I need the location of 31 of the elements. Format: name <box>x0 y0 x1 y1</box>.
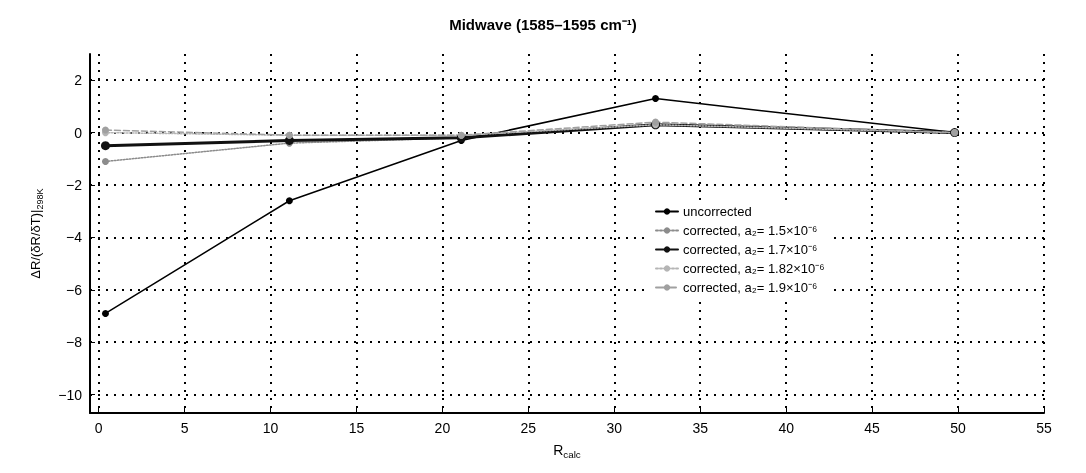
legend-label: corrected, a₂= 1.9×10⁻⁶ <box>683 279 818 295</box>
point <box>101 157 109 165</box>
x-tick-label: 20 <box>434 420 451 436</box>
legend-label: corrected, a₂= 1.82×10⁻⁶ <box>683 260 825 276</box>
y-tick-label: −4 <box>66 229 83 246</box>
y-tick-label: −6 <box>66 281 83 298</box>
x-tick-label: 0 <box>94 420 103 436</box>
y-tick-label: −8 <box>66 334 83 351</box>
x-tick-label: 35 <box>692 420 709 436</box>
x-tick-label: 55 <box>1036 420 1052 436</box>
legend-label: corrected, a₂= 1.5×10⁻⁶ <box>683 222 818 238</box>
point <box>652 95 660 103</box>
y-tick-label: −10 <box>58 386 83 403</box>
y-tick-label: −2 <box>66 177 83 194</box>
x-tick-label: 45 <box>864 420 881 436</box>
x-tick-label: 15 <box>348 420 365 436</box>
x-tick-label: 5 <box>180 420 189 436</box>
x-tick-label: 30 <box>606 420 623 436</box>
x-tick-label: 40 <box>778 420 795 436</box>
point <box>285 197 293 205</box>
point <box>100 141 110 151</box>
y-tick-label: 0 <box>74 124 83 141</box>
y-axis-title: ΔR/(δR/δT)|298K <box>28 188 45 279</box>
x-tick-label: 10 <box>262 420 279 436</box>
x-tick-label: 50 <box>950 420 967 436</box>
legend-label: corrected, a₂= 1.7×10⁻⁶ <box>683 241 818 257</box>
chart-title: Midwave (1585–1595 cm⁻¹) <box>449 16 637 33</box>
legend-label: uncorrected <box>683 203 752 219</box>
point <box>101 309 109 317</box>
y-tick-label: 2 <box>74 72 83 89</box>
x-tick-label: 25 <box>520 420 537 436</box>
